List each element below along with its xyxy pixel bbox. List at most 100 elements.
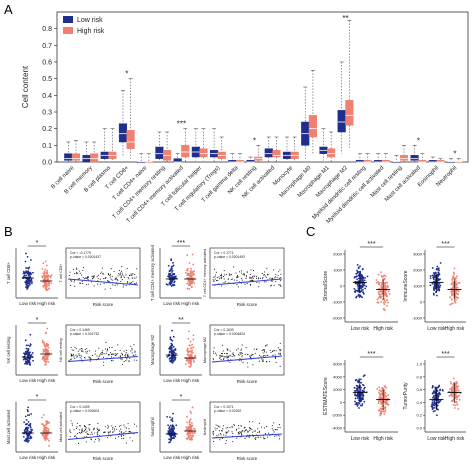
scatter-point (240, 272, 242, 274)
scatter-point (127, 423, 129, 425)
scatter-point (214, 427, 216, 429)
data-point (434, 403, 437, 406)
scatter-point (219, 433, 222, 435)
scatter-point (229, 361, 231, 363)
scatter-point (69, 429, 71, 431)
data-point (44, 260, 47, 263)
scatter-point (238, 354, 240, 356)
scatter-point (121, 279, 123, 281)
scatter-point (244, 427, 246, 429)
data-point (186, 282, 189, 285)
scatter-point (84, 278, 86, 280)
scatter-point (221, 353, 223, 355)
data-point (452, 403, 455, 406)
scatter-point (220, 275, 222, 277)
scatter-point (215, 429, 217, 431)
data-point (452, 281, 455, 284)
scatter-point (218, 434, 220, 436)
data-point (171, 419, 174, 421)
scatter-point (214, 275, 216, 278)
scatter-point (238, 271, 240, 273)
data-point (171, 428, 174, 431)
data-point (354, 397, 357, 400)
scatter-point (75, 273, 77, 275)
data-point (172, 430, 175, 433)
scatter-point (240, 432, 243, 434)
data-point (438, 289, 441, 292)
scatter-point (96, 355, 98, 357)
data-point (44, 283, 47, 286)
scatter-point (223, 275, 225, 278)
scatter-point (108, 432, 110, 434)
scatter-point (120, 275, 122, 277)
data-point (25, 271, 27, 274)
data-point (456, 398, 458, 401)
scatter-point (250, 277, 252, 279)
scatter-frame (65, 401, 141, 453)
y-tick-label: -2000 (332, 413, 343, 418)
data-point (384, 408, 387, 411)
scatter-point (119, 358, 121, 360)
scatter-point (245, 429, 247, 431)
y-tick-label: 2000 (333, 252, 343, 257)
scatter-point (94, 353, 96, 355)
data-point (455, 395, 458, 398)
data-point (31, 280, 33, 283)
data-point (387, 394, 389, 397)
scatter-point (225, 442, 227, 445)
scatter-point (97, 430, 99, 432)
data-point (438, 273, 441, 276)
scatter-point (83, 425, 86, 427)
scatter-point (102, 273, 104, 275)
data-point (170, 436, 173, 439)
scatter-point (121, 363, 124, 365)
data-point (451, 302, 454, 305)
scatter-point (279, 438, 281, 440)
data-point (192, 346, 195, 349)
scatter-point (126, 355, 128, 357)
scatter-point (235, 272, 237, 274)
y-tick-label: 0.0 (42, 160, 52, 167)
scatter-point (216, 277, 218, 279)
data-point (454, 295, 457, 298)
scatter-point (246, 271, 248, 273)
data-point (454, 401, 457, 404)
scatter-point (244, 353, 246, 355)
scatter-point (125, 353, 127, 355)
data-point (376, 388, 379, 390)
group-label: Low risk (19, 301, 37, 306)
scatter-point (266, 436, 269, 438)
scatter-point (261, 426, 263, 428)
scatter-point (240, 353, 242, 355)
data-point (192, 359, 195, 362)
data-point (27, 434, 30, 437)
data-point (454, 285, 457, 287)
data-point (45, 281, 48, 284)
data-point (46, 285, 48, 288)
data-point (457, 389, 460, 392)
data-point (430, 405, 433, 407)
scatter-point (252, 364, 254, 366)
data-point (191, 422, 193, 425)
data-point (383, 309, 386, 311)
data-point (48, 284, 50, 287)
data-point (378, 293, 381, 296)
scatter-point (97, 431, 99, 433)
data-point (361, 277, 364, 280)
scatter-point (93, 429, 95, 431)
scatter-point (276, 276, 278, 279)
scatter-point (218, 430, 220, 432)
scatter-point (102, 350, 104, 352)
data-point (165, 283, 168, 286)
data-point (433, 288, 435, 291)
data-point (377, 280, 380, 283)
data-point (41, 358, 44, 360)
scatter-point (215, 352, 217, 354)
scatter-point (258, 422, 260, 424)
scatter-point (235, 428, 237, 430)
data-point (379, 407, 382, 410)
significance-mark: * (453, 150, 456, 159)
data-point (360, 287, 363, 290)
data-point (45, 274, 47, 277)
scatter-point (104, 348, 106, 350)
